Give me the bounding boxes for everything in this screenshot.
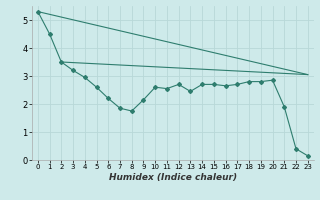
X-axis label: Humidex (Indice chaleur): Humidex (Indice chaleur) [109,173,237,182]
